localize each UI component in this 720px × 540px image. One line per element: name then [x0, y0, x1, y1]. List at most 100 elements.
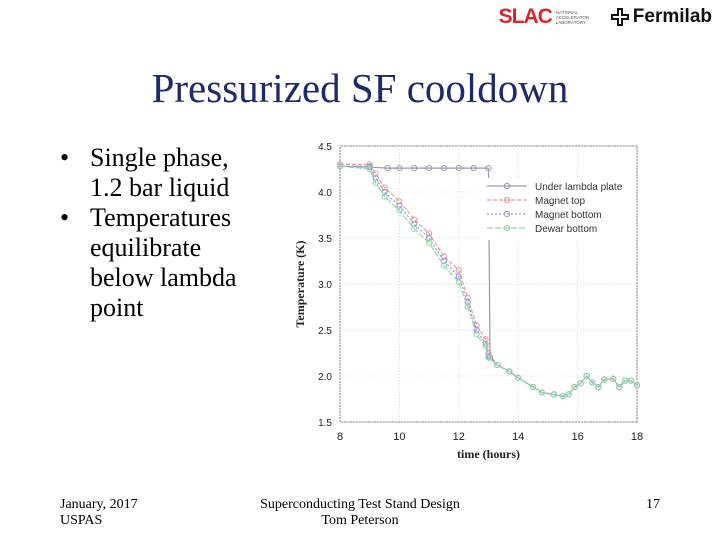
data-point [485, 164, 492, 172]
data-point [633, 382, 641, 389]
data-point [426, 164, 433, 172]
legend-swatch-marker [503, 182, 511, 190]
data-point [396, 207, 403, 214]
data-point [455, 267, 462, 274]
temperature-chart: 8 10 12 14 16 18 1.5 2.0 2.5 3.0 3.5 4.0 4.5 time (ho… [293, 142, 643, 461]
y-tick-label: 1.5 [318, 418, 332, 429]
data-point [485, 354, 492, 361]
x-axis-label: time (hours) [457, 447, 520, 461]
bullet-list: Single phase, 1.2 bar liquid Temperature… [60, 143, 260, 323]
data-point [384, 164, 391, 172]
data-point [583, 372, 590, 380]
data-point [336, 163, 344, 170]
data-point [372, 175, 379, 182]
slac-subtitle: NATIONAL ACCELERATOR LABORATORY [555, 9, 590, 25]
data-point [440, 164, 448, 172]
y-axis-label: Temperature (K) [293, 241, 307, 328]
data-point [529, 383, 537, 391]
bullet-line: point [90, 293, 144, 322]
data-point [396, 202, 403, 209]
y-tick-label: 3.0 [318, 280, 332, 291]
bullet-line: Temperatures [90, 203, 232, 232]
data-point [595, 383, 602, 391]
legend-label: Magnet top [535, 196, 585, 207]
y-tick-label: 4.0 [318, 188, 332, 199]
x-tick-label: 18 [631, 431, 643, 443]
y-tick-label: 2.0 [318, 372, 332, 383]
fermilab-emblem-icon [610, 8, 629, 26]
data-point [473, 331, 480, 338]
data-point [411, 164, 418, 172]
data-point [455, 279, 462, 286]
slac-logo: SLAC NATIONAL ACCELERATOR LABORATORY [499, 5, 600, 29]
bullet-line: equilibrate [90, 233, 202, 262]
legend-label: Under lambda plate [535, 182, 623, 193]
data-point [426, 239, 433, 246]
legend-label: Magnet bottom [535, 210, 602, 221]
bullet-item: Single phase, 1.2 bar liquid [60, 143, 260, 203]
series-line [339, 165, 638, 397]
page-number: 17 [646, 497, 660, 512]
data-point [627, 377, 635, 384]
data-point [464, 299, 471, 306]
bullet-line: Single phase, [90, 143, 229, 172]
legend-swatch-marker [503, 210, 511, 218]
x-tick-label: 12 [453, 431, 465, 443]
data-point [464, 294, 471, 301]
data-point [616, 383, 623, 391]
data-point [464, 303, 471, 311]
data-point [550, 391, 557, 398]
data-point [336, 161, 344, 168]
y-tick-label: 4.5 [318, 142, 332, 153]
slide-title: Pressurized SF cooldown [151, 65, 569, 111]
data-point [411, 216, 418, 223]
data-point [396, 164, 403, 172]
data-point [381, 184, 388, 191]
footer-center: Superconducting Test Stand Design Tom Pe… [240, 497, 480, 529]
footer-course-line: USPAS [60, 513, 103, 528]
bullet-line: 1.2 bar liquid [90, 173, 230, 202]
x-tick-label: 10 [393, 431, 405, 443]
data-point [506, 368, 513, 375]
footer-author: Tom Peterson [321, 513, 399, 528]
data-point [470, 164, 477, 172]
data-point [381, 193, 388, 200]
data-point [411, 225, 418, 232]
x-tick-label: 14 [512, 431, 524, 443]
data-point [565, 391, 572, 398]
data-point [440, 262, 448, 269]
data-point [622, 377, 629, 384]
y-tick-label: 3.5 [318, 234, 332, 245]
data-point [589, 379, 596, 386]
fermilab-logo: Fermilab [610, 6, 712, 28]
data-point [411, 221, 418, 228]
data-point [515, 374, 522, 381]
data-point [366, 161, 373, 168]
footer-date: January, 2017 USPAS [60, 497, 138, 529]
data-point [559, 393, 566, 400]
data-point [396, 198, 403, 205]
header-logos: SLAC NATIONAL ACCELERATOR LABORATORY Fer… [499, 5, 712, 29]
x-tick-label: 8 [337, 431, 343, 443]
legend-swatch-marker [503, 224, 511, 232]
data-point [426, 230, 433, 237]
data-point [482, 343, 489, 350]
bullet-line: below lambda [90, 263, 237, 292]
data-point [372, 179, 379, 186]
fermilab-wordmark: Fermilab [632, 6, 712, 27]
data-point [571, 383, 578, 391]
data-point [426, 234, 433, 242]
data-point [538, 389, 546, 396]
footer-talk-title: Superconducting Test Stand Design [260, 497, 460, 512]
data-point [601, 376, 608, 383]
data-point [473, 326, 480, 334]
legend-label: Dewar bottom [535, 224, 597, 235]
slac-wordmark: SLAC [498, 5, 553, 28]
x-tick-label: 16 [571, 431, 583, 443]
data-point [577, 380, 584, 387]
data-point [366, 165, 373, 173]
data-point [455, 164, 462, 172]
footer-date-line: January, 2017 [60, 497, 138, 512]
data-point [610, 375, 617, 382]
y-tick-label: 2.5 [318, 326, 332, 337]
